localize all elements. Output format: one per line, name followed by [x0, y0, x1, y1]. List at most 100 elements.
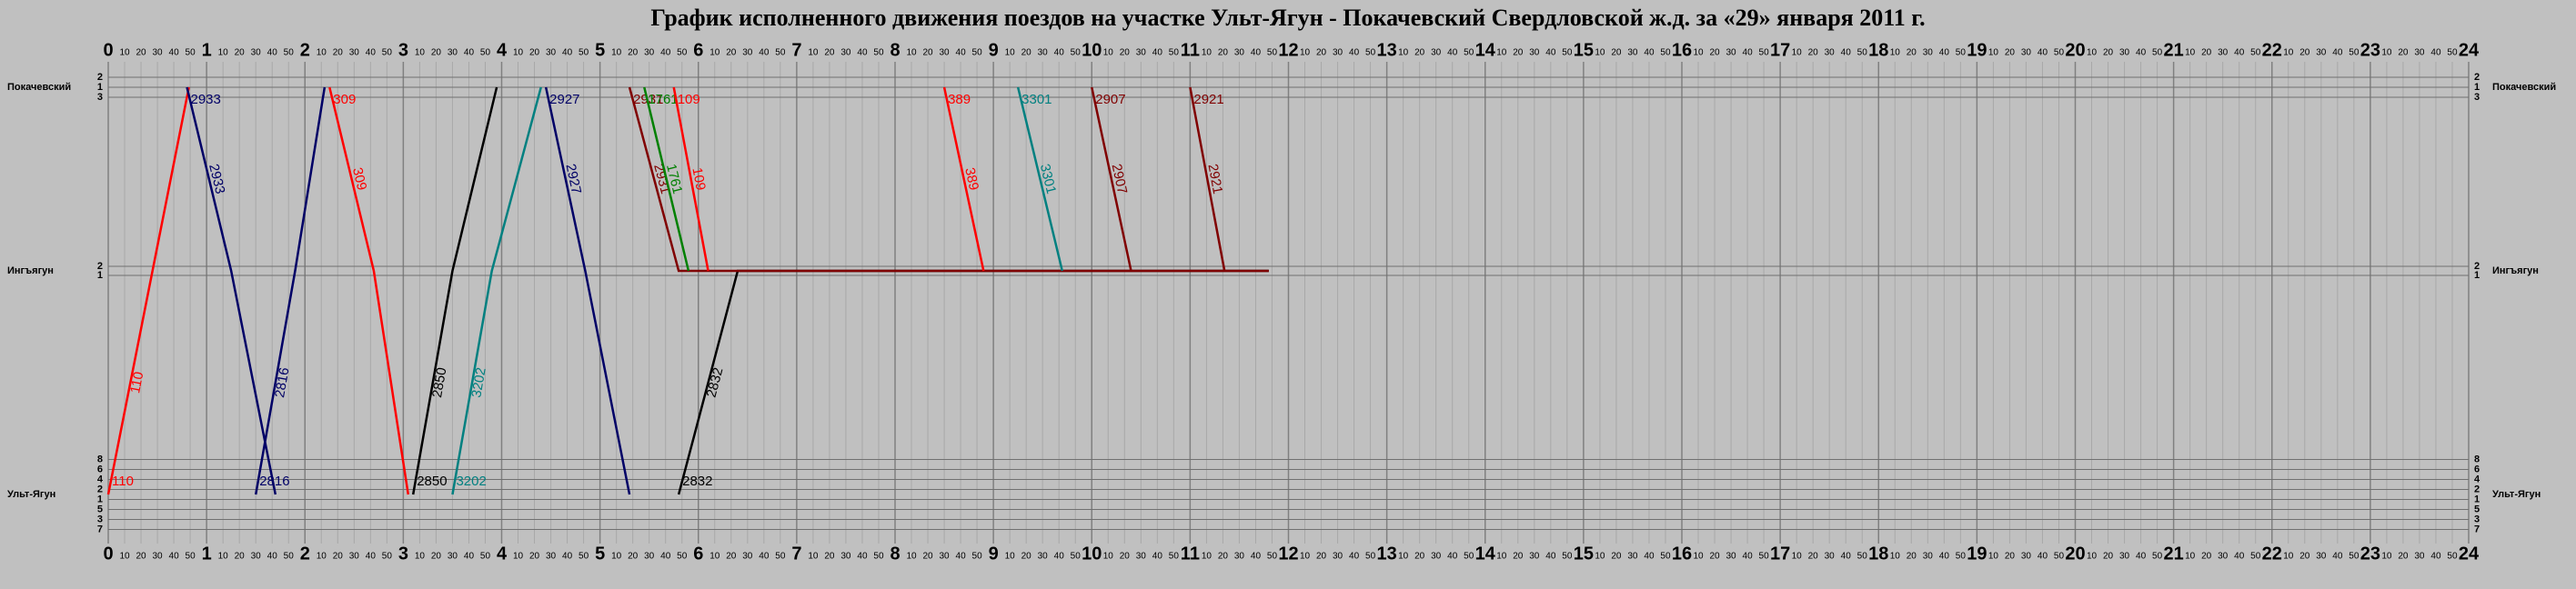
minute-label: 30: [2119, 48, 2130, 58]
minute-label: 40: [956, 552, 967, 562]
minute-label: 50: [2250, 552, 2261, 562]
train-line: [1091, 86, 1132, 272]
train-number: 2927: [549, 92, 579, 107]
minute-label: 40: [660, 552, 671, 562]
minute-label: 50: [2447, 48, 2458, 58]
train-line: [544, 86, 631, 495]
minute-label: 40: [169, 48, 180, 58]
minute-label: 20: [1414, 48, 1425, 58]
minute-label: 40: [2430, 48, 2441, 58]
hour-label: 18: [1868, 544, 1888, 564]
minute-label: 50: [284, 552, 295, 562]
minute-label: 30: [251, 48, 262, 58]
minute-label: 10: [2381, 552, 2392, 562]
minute-label: 40: [2332, 552, 2343, 562]
minute-label: 20: [2005, 552, 2016, 562]
hour-label: 17: [1770, 544, 1790, 564]
track-number: 7: [97, 524, 103, 534]
minute-label: 20: [431, 48, 442, 58]
minute-label: 30: [1234, 48, 1245, 58]
hour-label: 22: [2262, 544, 2282, 564]
station-name: Покачевский: [2492, 82, 2556, 93]
minute-label: 50: [1169, 552, 1180, 562]
hour-label: 24: [2459, 40, 2480, 60]
minute-label: 40: [1152, 552, 1163, 562]
train-number: 2850: [429, 366, 450, 399]
minute-label: 50: [1071, 48, 1082, 58]
train-number: 110: [112, 474, 134, 489]
minute-label: 30: [1923, 48, 1934, 58]
minute-label: 50: [1562, 48, 1573, 58]
hour-label: 6: [693, 544, 703, 564]
minute-label: 40: [2430, 552, 2441, 562]
minute-label: 50: [1956, 552, 1967, 562]
minute-label: 30: [840, 48, 851, 58]
minute-label: 30: [840, 552, 851, 562]
minute-label: 50: [2054, 48, 2065, 58]
hour-label: 21: [2164, 40, 2184, 60]
minute-label: 40: [2136, 48, 2147, 58]
train-line: [1189, 86, 1226, 272]
minute-label: 40: [1251, 48, 1262, 58]
train-number: 3202: [456, 474, 486, 489]
minute-label: 20: [529, 552, 540, 562]
minute-label: 50: [480, 48, 491, 58]
minute-label: 30: [1627, 48, 1638, 58]
minute-label: 40: [366, 48, 377, 58]
minute-label: 40: [2332, 48, 2343, 58]
track-number: 3: [97, 514, 103, 524]
minute-label: 30: [2414, 48, 2425, 58]
minute-label: 40: [1939, 48, 1950, 58]
minute-label: 10: [1005, 552, 1016, 562]
minute-label: 40: [1644, 552, 1655, 562]
hour-label: 18: [1868, 40, 1888, 60]
track-number: 7: [2474, 524, 2480, 534]
hour-label: 14: [1475, 40, 1496, 60]
minute-label: 10: [1693, 552, 1704, 562]
minute-label: 40: [660, 48, 671, 58]
train-number: 2816: [272, 366, 293, 399]
minute-label: 20: [2005, 48, 2016, 58]
minute-label: 30: [1234, 552, 1245, 562]
minute-label: 40: [1054, 48, 1065, 58]
minute-label: 30: [2021, 552, 2032, 562]
minute-label: 50: [382, 48, 393, 58]
hour-label: 11: [1181, 40, 1200, 60]
minute-label: 30: [1726, 48, 1737, 58]
minute-label: 10: [611, 552, 622, 562]
minute-label: 20: [1808, 48, 1819, 58]
track-number: 2: [97, 261, 103, 272]
minute-label: 20: [1218, 552, 1229, 562]
hour-label: 8: [890, 40, 900, 60]
track-number: 6: [97, 464, 103, 474]
track-number: 6: [2474, 464, 2480, 474]
track-number: 5: [2474, 504, 2480, 514]
minute-label: 50: [775, 48, 786, 58]
minute-label: 40: [562, 48, 573, 58]
minute-label: 40: [1251, 552, 1262, 562]
train-line: [328, 86, 410, 495]
minute-label: 40: [759, 552, 770, 562]
minute-label: 20: [1316, 48, 1327, 58]
minute-label: 20: [2201, 48, 2212, 58]
station-name: Ингъягун: [2492, 265, 2539, 276]
minute-label: 20: [333, 48, 344, 58]
train-number: 309: [349, 166, 369, 192]
minute-label: 30: [2316, 552, 2327, 562]
track-number: 1: [97, 82, 103, 93]
minute-label: 40: [1349, 48, 1360, 58]
minute-label: 30: [2119, 552, 2130, 562]
minute-label: 10: [218, 552, 229, 562]
minute-label: 50: [972, 48, 983, 58]
hour-label: 24: [2459, 544, 2480, 564]
minute-label: 40: [267, 552, 278, 562]
minute-label: 50: [2349, 552, 2360, 562]
minute-label: 10: [2185, 552, 2196, 562]
train-number: 2921: [1204, 163, 1225, 195]
minute-label: 30: [1038, 48, 1049, 58]
minute-label: 40: [2234, 48, 2245, 58]
minute-label: 50: [2447, 552, 2458, 562]
minute-label: 40: [2234, 552, 2245, 562]
minute-label: 50: [1562, 552, 1573, 562]
minute-label: 20: [136, 48, 146, 58]
